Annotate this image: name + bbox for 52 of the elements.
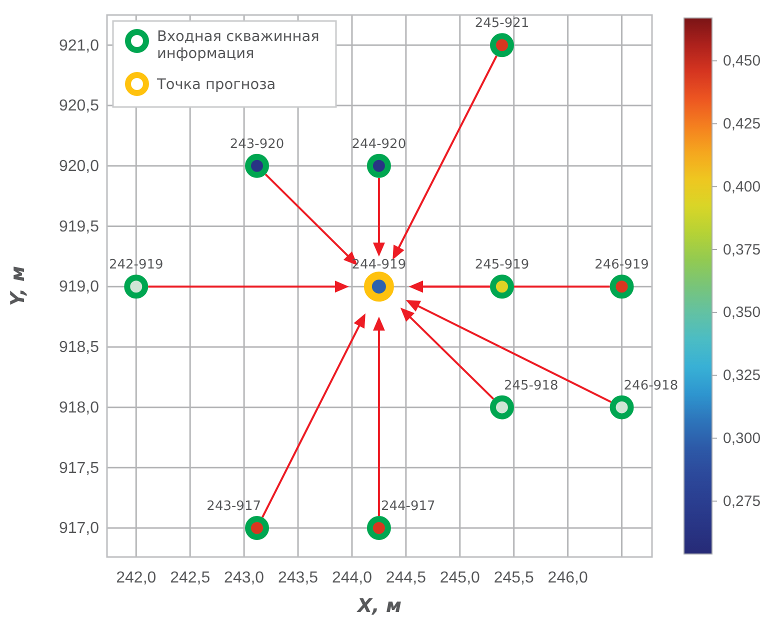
- x-tick-label: 243,5: [278, 569, 318, 586]
- point: [490, 33, 514, 58]
- annotation: 245-919: [474, 258, 530, 273]
- x-tick-label: 242,5: [170, 569, 210, 586]
- color-bar-label: 0,350: [723, 304, 761, 322]
- point: [610, 274, 634, 299]
- y-tick-label: 920,0: [58, 158, 100, 176]
- point: [490, 395, 514, 420]
- color-bar-label: 0,450: [723, 52, 761, 70]
- x-tick-label: 242,0: [116, 569, 156, 586]
- color-bar-label: 0,300: [723, 430, 761, 448]
- y-tick-label: 919,5: [58, 218, 100, 236]
- annotation: 244-919: [352, 258, 406, 273]
- y-tick-label: 920,5: [58, 98, 100, 115]
- x-tick-label: 244,5: [386, 569, 426, 586]
- color-bar-label: 0,325: [723, 367, 761, 384]
- x-tick-label: 246,0: [548, 569, 588, 586]
- y-axis-title: Y, м: [7, 266, 29, 306]
- point: [245, 154, 270, 178]
- point: [490, 274, 514, 299]
- point: [610, 395, 634, 420]
- x-tick-label: 245,5: [494, 569, 534, 586]
- color-bar-label: 0,375: [723, 241, 761, 258]
- color-bar-label: 0,400: [723, 178, 761, 196]
- annotation: 245-918: [504, 378, 558, 394]
- y-tick-label: 918,0: [58, 399, 100, 416]
- annotation: 242-919: [108, 258, 164, 273]
- y-tick-label: 921,0: [58, 37, 100, 54]
- annotation: 244-920: [352, 136, 406, 152]
- annotation: 243-920: [230, 136, 284, 152]
- point: [366, 516, 391, 540]
- x-axis-title: X, м: [356, 595, 402, 617]
- annotation: 246-919: [594, 258, 649, 273]
- y-tick-label: 917,5: [58, 460, 100, 477]
- point: [245, 516, 270, 540]
- x-tick-label: 244,0: [332, 569, 372, 586]
- y-tick-label: 917,0: [58, 520, 100, 538]
- point: [366, 154, 391, 178]
- legend-label: Входная скважинная информация: [157, 29, 320, 62]
- annotation: 243-917: [206, 499, 262, 514]
- y-tick-label: 919,0: [58, 278, 100, 296]
- color-bar-label: 0,275: [723, 492, 761, 510]
- annotation: 244-917: [380, 499, 436, 514]
- x-tick-label: 243,0: [224, 569, 264, 586]
- annotation: 246-918: [624, 378, 678, 394]
- point: [124, 274, 148, 299]
- x-tick-label: 245,0: [440, 569, 480, 586]
- annotation: 245-921: [474, 16, 530, 32]
- color-bar-label: 0,425: [723, 115, 761, 132]
- point: [364, 272, 394, 302]
- legend-label: Точка прогноза: [156, 77, 276, 93]
- y-tick-label: 918,5: [58, 339, 100, 356]
